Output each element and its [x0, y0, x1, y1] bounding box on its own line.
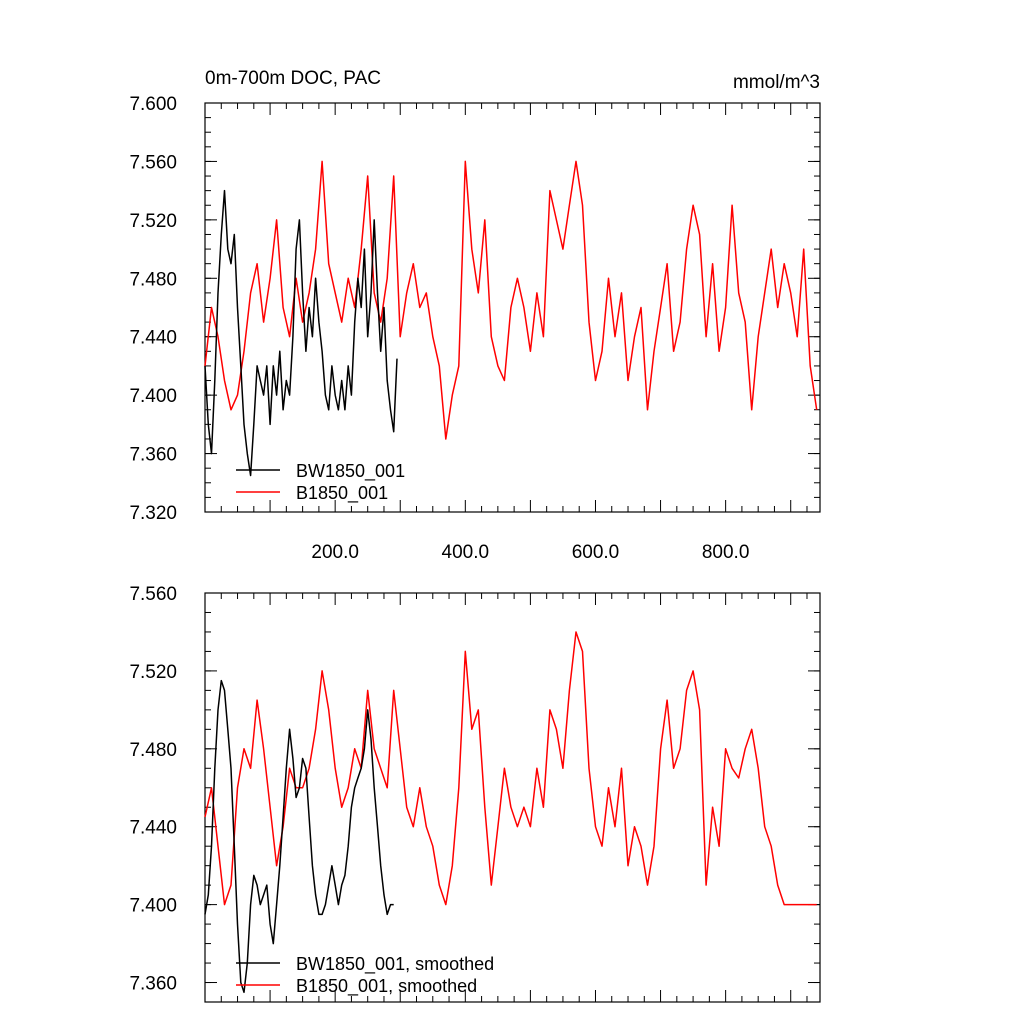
legend-label: B1850_001: [296, 483, 388, 504]
legend-label: BW1850_001: [296, 461, 405, 482]
y-tick-label: 7.600: [129, 94, 177, 115]
top-plot-area: 7.320 7.360 7.400 7.440 7.480 7.520 7.560 7.600…: [129, 94, 821, 563]
legend-label: BW1850_001, smoothed: [296, 954, 494, 975]
x-tick-label: 200.0: [311, 542, 359, 563]
top-panel: 0m-700m DOC, PAC mmol/m^3 7.320 7.360 7.40…: [129, 68, 821, 563]
y-tick-label: 7.520: [129, 211, 177, 232]
bottom-panel: 7.360 7.400 7.440 7.480 7.520 7.560 BW1850_00…: [129, 584, 821, 1003]
units-label: mmol/m^3: [733, 72, 820, 93]
plot-frame: [204, 592, 821, 1003]
series-line-bw1850: [204, 679, 394, 994]
x-tick-label: 800.0: [702, 542, 750, 563]
y-tick-label: 7.360: [129, 445, 177, 466]
y-tick-label: 7.400: [129, 386, 177, 407]
series-line-b1850: [204, 160, 818, 440]
series-line-b1850: [204, 631, 817, 906]
chart-title: 0m-700m DOC, PAC: [205, 68, 381, 89]
y-tick-label: 7.440: [129, 818, 177, 839]
y-tick-label: 7.560: [129, 584, 177, 605]
y-tick-label: 7.320: [129, 503, 177, 524]
y-tick-label: 7.560: [129, 152, 177, 173]
bottom-plot-area: 7.360 7.400 7.440 7.480 7.520 7.560: [129, 584, 821, 1003]
x-tick-label: 600.0: [572, 542, 620, 563]
x-tick-label: 400.0: [442, 542, 490, 563]
y-tick-label: 7.440: [129, 328, 177, 349]
y-tick-label: 7.400: [129, 896, 177, 917]
plot-frame: [204, 102, 821, 513]
series-line-bw1850: [204, 189, 398, 477]
y-tick-label: 7.480: [129, 740, 177, 761]
y-tick-label: 7.360: [129, 974, 177, 995]
y-tick-label: 7.520: [129, 662, 177, 683]
legend-label: B1850_001, smoothed: [296, 976, 477, 997]
y-tick-label: 7.480: [129, 269, 177, 290]
